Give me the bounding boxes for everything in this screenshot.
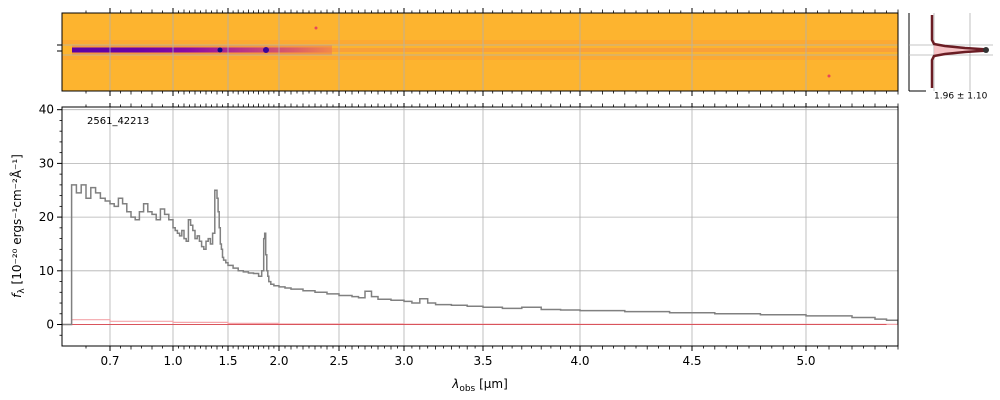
x-tick-label: 0.7 [100,354,119,368]
profile-peak-marker [983,47,989,53]
main-xtick-labels: 0.7 1.0 1.5 2.0 2.5 3.0 3.5 4.0 4.5 5.0 [100,354,815,368]
spectrum-2d-line-emission [263,47,269,53]
y-tick-label: 0 [46,318,54,332]
profile-curve [930,15,989,51]
spectrum-2d-ticks [85,8,899,96]
spectrum-2d-lower-band [62,56,898,60]
spectrum-2d-frame [61,12,899,92]
main-frame [61,106,899,347]
x-tick-label: 3.5 [473,354,492,368]
x-tick-label: 3.0 [394,354,413,368]
x-axis-label: λobs [μm] [451,377,508,394]
x-axis-label-unit: [μm] [475,377,508,391]
y-axis-label-symbol: f [10,292,24,298]
y-axis-label: fλ [10⁻²⁰ ergs⁻¹cm⁻²Å⁻¹] [9,154,27,298]
flux-line [62,184,898,326]
spectrum-1d-panel: 0 10 20 30 40 0.7 1.0 1.5 2.0 2.5 3.0 3.5 4.0 4.5 5.0… [9,103,899,394]
x-tick-label: 2.5 [329,354,348,368]
spectrum-2d-panel [57,8,899,96]
x-tick-label: 1.5 [218,354,237,368]
x-tick-label: 4.5 [682,354,701,368]
spectrum-2d-trace-tail [332,48,898,52]
x-tick-label: 2.0 [269,354,288,368]
x-tick-label: 4.0 [570,354,589,368]
spectrum-2d-grid [109,13,807,91]
object-id-annotation: 2561_42213 [87,116,149,127]
profile-annotation: 1.96 ± 1.10 [934,92,988,102]
y-tick-label: 40 [39,103,54,117]
spectrum-2d-upper-band [62,40,898,44]
y-tick-label: 10 [39,264,54,278]
spectrum-2d-hot-pixel [217,47,223,53]
x-axis-label-symbol: λ [451,377,459,391]
x-tick-label: 1.0 [163,354,182,368]
spectrum-2d-artifact [314,26,318,30]
error-line [62,319,898,326]
y-axis-label-unit: [10⁻²⁰ ergs⁻¹cm⁻²Å⁻¹] [9,154,24,288]
spatial-profile-panel: 1.96 ± 1.10 [908,13,993,102]
main-grid [62,107,898,346]
main-ticks [57,103,899,351]
spectrum-2d-artifact [827,74,831,78]
spectrum-2d-trace [72,47,332,53]
y-axis-label-subscript: λ [17,288,27,294]
y-tick-label: 20 [39,210,54,224]
y-tick-label: 30 [39,156,54,170]
profile-curve [930,49,989,88]
main-ytick-labels: 0 10 20 30 40 [39,103,54,332]
x-tick-label: 5.0 [796,354,815,368]
x-axis-label-subscript: obs [459,384,475,394]
